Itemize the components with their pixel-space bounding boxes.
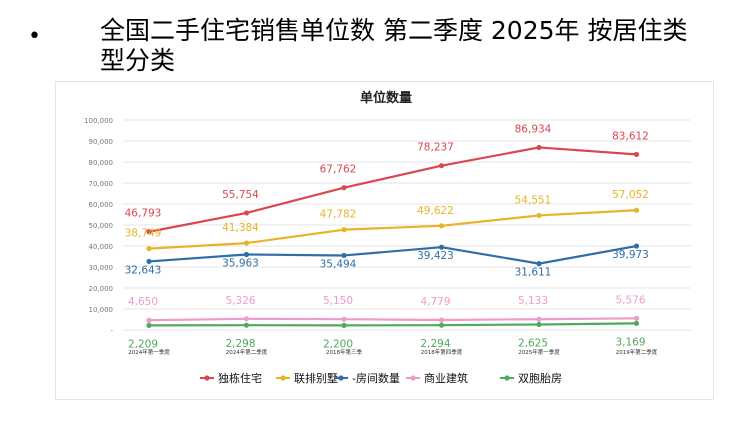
data-point	[536, 321, 542, 328]
data-label: 3,169	[615, 336, 645, 348]
y-tick-label: 80,000	[89, 159, 114, 167]
data-point	[536, 144, 542, 151]
chart-title: 单位数量	[360, 90, 412, 106]
x-tick-label: 2018年第四季度	[421, 348, 463, 356]
data-label: 55,754	[222, 189, 259, 201]
data-point	[146, 258, 152, 265]
legend-label: 双胞胎房	[518, 371, 562, 385]
data-point	[243, 316, 250, 322]
legend-swatch-dot	[504, 375, 510, 381]
data-point	[438, 317, 445, 323]
legend-swatch-dot	[280, 375, 286, 381]
x-tick-label: 2024年第二季度	[226, 348, 268, 356]
data-label: 2,294	[420, 338, 450, 350]
data-label: 49,622	[417, 205, 454, 217]
data-label: 5,326	[225, 295, 255, 307]
data-point	[243, 240, 250, 246]
data-point	[633, 151, 640, 158]
data-label: 78,237	[417, 142, 454, 154]
legend-swatch-dot	[338, 375, 344, 381]
data-point	[341, 252, 347, 259]
data-label: 83,612	[612, 130, 649, 142]
data-label: 5,150	[323, 295, 353, 307]
y-tick-label: 90,000	[89, 138, 114, 146]
data-label: 2,200	[323, 338, 353, 350]
data-label: 57,052	[612, 189, 649, 201]
data-label: 4,650	[128, 296, 158, 308]
data-label: 31,611	[515, 267, 552, 279]
y-tick-label: 60,000	[89, 201, 114, 209]
data-point	[536, 261, 542, 267]
x-tick-label: 2019年第二季度	[616, 348, 658, 356]
legend-label: 联排别墅	[294, 371, 338, 385]
data-point	[146, 322, 152, 328]
legend-swatch-dot	[410, 375, 416, 381]
legend-label: 商业建筑	[424, 371, 468, 385]
data-point	[341, 227, 347, 233]
chart-frame: 单位数量 - 10,000 20,000 30,000 40,000 50,000 60,0…	[55, 81, 714, 400]
y-tick-label: 50,000	[89, 222, 114, 230]
data-point	[341, 322, 347, 328]
data-label: 5,133	[518, 295, 548, 307]
data-label: 41,384	[222, 222, 259, 234]
data-point	[438, 163, 445, 169]
data-label: 67,762	[320, 164, 357, 176]
data-label: 46,793	[125, 208, 162, 220]
data-point	[536, 316, 542, 322]
x-tick-label: 2018年第三季	[326, 348, 362, 356]
y-tick-label: 70,000	[89, 180, 114, 188]
data-label: 54,551	[515, 194, 552, 206]
data-label: 5,576	[615, 294, 645, 306]
data-label: 2,298	[225, 338, 255, 350]
data-label: 2,625	[518, 337, 548, 349]
data-point	[438, 223, 445, 229]
data-point	[633, 243, 640, 249]
data-point	[438, 244, 445, 250]
data-point	[146, 246, 152, 252]
series-line-3	[148, 244, 637, 265]
data-point	[341, 316, 347, 322]
data-label: 39,973	[612, 249, 649, 261]
slide-title: 全国二手住宅销售单位数 第二季度 2025年 按居住类型分类	[100, 16, 688, 75]
data-point	[536, 212, 542, 219]
data-label: 39,423	[417, 250, 454, 262]
y-tick-label: 20,000	[89, 285, 114, 293]
series-line-4	[148, 317, 637, 322]
series-line-2	[148, 209, 637, 250]
y-tick-label: 10,000	[89, 306, 114, 314]
data-label: 47,782	[320, 209, 357, 221]
legend-swatch-dot	[204, 375, 210, 381]
bullet-glyph: •	[28, 24, 41, 49]
data-label: 2,209	[128, 338, 158, 350]
data-point	[146, 229, 152, 235]
data-point	[633, 320, 640, 326]
data-label: 86,934	[515, 123, 552, 135]
data-label: 35,963	[222, 257, 259, 269]
data-label: 32,643	[125, 264, 162, 276]
legend-label: 独栋住宅	[218, 371, 262, 385]
y-tick-label: -	[110, 327, 113, 335]
data-label: 35,494	[320, 258, 357, 270]
y-tick-label: 100,000	[84, 117, 113, 125]
x-tick-label: 2024年第一季度	[128, 348, 170, 356]
data-label: 4,779	[420, 296, 450, 308]
series-line-5	[148, 322, 637, 327]
y-tick-label: 40,000	[89, 243, 114, 251]
data-point	[243, 210, 250, 216]
data-label: 38,749	[125, 228, 162, 240]
data-point	[243, 251, 250, 258]
y-tick-label: 30,000	[89, 264, 114, 272]
data-point	[438, 322, 445, 328]
data-point	[341, 185, 347, 191]
data-point	[243, 322, 250, 328]
data-point	[633, 207, 640, 213]
line-chart: 单位数量 - 10,000 20,000 30,000 40,000 50,000 60,0…	[84, 90, 691, 385]
data-point	[633, 315, 640, 321]
x-tick-label: 2025年第一季度	[518, 348, 560, 356]
legend-label: -房间数量	[352, 372, 400, 385]
data-point	[146, 317, 152, 323]
series-line-1	[148, 146, 637, 233]
